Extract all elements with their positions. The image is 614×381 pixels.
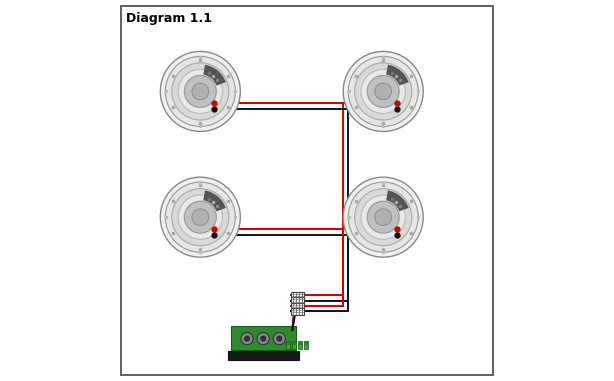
Text: Diagram 1.1: Diagram 1.1 [126,12,212,25]
Circle shape [165,182,235,252]
Circle shape [343,51,423,131]
Circle shape [343,177,423,257]
Wedge shape [203,190,226,211]
Circle shape [367,75,399,107]
Bar [304,341,308,349]
Circle shape [355,63,412,120]
Bar [286,341,290,349]
Circle shape [273,333,286,345]
Circle shape [260,336,266,341]
Bar [228,351,299,360]
Circle shape [348,56,418,126]
Circle shape [172,189,229,246]
Wedge shape [203,65,226,86]
Wedge shape [386,190,409,211]
Bar [290,292,305,299]
Circle shape [178,195,222,239]
Circle shape [348,182,418,252]
Circle shape [375,209,392,226]
Bar [290,303,305,309]
Circle shape [192,83,209,100]
Bar [290,297,305,304]
Circle shape [241,333,253,345]
Circle shape [355,189,412,246]
Bar [298,341,302,349]
Bar [231,326,295,350]
Circle shape [375,83,392,100]
Circle shape [165,56,235,126]
Circle shape [184,75,216,107]
Circle shape [361,195,405,239]
Circle shape [172,63,229,120]
Circle shape [257,333,270,345]
Circle shape [361,69,405,114]
Circle shape [160,51,240,131]
Circle shape [178,69,222,114]
Circle shape [184,201,216,233]
Circle shape [244,336,250,341]
Wedge shape [386,65,409,86]
Bar [292,341,296,349]
Circle shape [367,201,399,233]
Circle shape [192,209,209,226]
Circle shape [277,336,282,341]
Circle shape [160,177,240,257]
Bar [290,308,305,315]
